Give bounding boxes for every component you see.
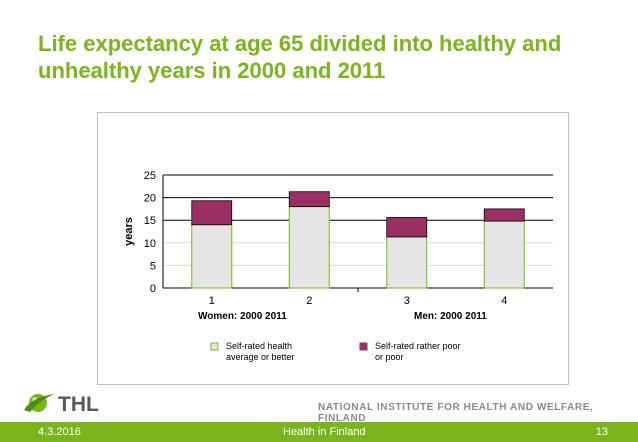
- logo-text: THL: [58, 393, 99, 416]
- bar-healthy-segment: [386, 236, 428, 289]
- bar-healthy-segment: [288, 206, 330, 289]
- x-tick-label: 2: [306, 295, 312, 307]
- y-tick-label: 15: [144, 215, 156, 227]
- legend-unhealthy-label-line2: or poor: [375, 352, 404, 362]
- footer-bar: 4.3.2016 Health in Finland 13: [0, 422, 638, 442]
- y-tick-label: 20: [144, 193, 156, 205]
- bar-unhealthy-segment: [483, 208, 525, 222]
- y-tick-label: 0: [150, 283, 156, 295]
- bar-unhealthy-segment: [191, 200, 233, 226]
- x-tick-label: 1: [209, 295, 215, 307]
- men-group-label: Men: 2000 2011: [414, 311, 487, 322]
- legend-healthy-label-line1: Self-rated health: [226, 341, 292, 351]
- x-tick-label: 4: [501, 295, 507, 307]
- thl-logo-icon: [24, 394, 54, 412]
- legend-unhealthy-swatch: [359, 342, 368, 351]
- org-name: NATIONAL INSTITUTE FOR HEALTH AND WELFAR…: [318, 402, 594, 424]
- y-tick-label: 5: [150, 260, 156, 272]
- bar-healthy-segment: [191, 224, 233, 289]
- x-tick-label: 3: [404, 295, 410, 307]
- page-number: 13: [595, 426, 608, 438]
- legend-healthy-swatch: [210, 342, 219, 351]
- women-group-label: Women: 2000 2011: [198, 311, 287, 322]
- bar-unhealthy-segment: [288, 191, 330, 208]
- slide-title: Life expectancy at age 65 divided into h…: [38, 31, 562, 83]
- thl-logo: THL: [24, 393, 99, 416]
- y-axis-label: years: [123, 217, 135, 246]
- footer-center-text: Health in Finland: [283, 426, 366, 438]
- legend-healthy-label-line2: average or better: [226, 352, 295, 362]
- legend-unhealthy-label-line1: Self-rated rather poor: [375, 341, 461, 351]
- stacked-bar-chart: 0 5 10 15 20 25 years 1 2 3 4 Women: 2000 2011 Men: …: [123, 170, 553, 362]
- y-tick-label: 25: [144, 170, 156, 182]
- footer-date: 4.3.2016: [38, 426, 81, 438]
- bar-unhealthy-segment: [386, 217, 428, 238]
- y-tick-label: 10: [144, 238, 156, 250]
- bar-healthy-segment: [483, 220, 525, 289]
- chart-frame: 0 5 10 15 20 25 years 1 2 3 4 Women: 2000 2011 Men: …: [97, 112, 569, 385]
